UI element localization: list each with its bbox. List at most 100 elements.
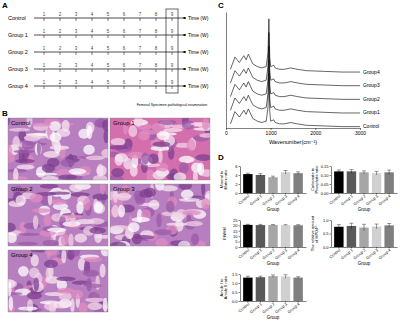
week-tick: [108, 18, 109, 21]
week-label: 2: [59, 46, 62, 51]
week-tick: [140, 35, 141, 38]
tissue-texture: [42, 164, 55, 173]
tissue-texture: [33, 278, 39, 292]
axis: [226, 13, 227, 129]
tissue-texture: [32, 208, 51, 213]
tissue-texture: [89, 227, 106, 234]
axis-title: Time (W): [188, 15, 209, 21]
bar: [256, 277, 265, 301]
histology-image: [8, 118, 108, 180]
plot-area: [243, 275, 303, 301]
axis-line: [226, 13, 227, 129]
tissue-texture: [13, 150, 34, 153]
axis-line: [240, 275, 241, 302]
error-cap: [246, 173, 250, 174]
error-stem: [273, 176, 274, 178]
tick: Group 4: [286, 193, 301, 207]
tick-label: 15: [233, 229, 238, 234]
week-label: 5: [107, 63, 110, 68]
week-tick: [60, 18, 61, 21]
row-label: Group 4: [8, 83, 28, 89]
image-frame: [8, 118, 108, 180]
bar: [281, 172, 290, 193]
tick-label: 0.15: [321, 164, 330, 169]
tissue-texture: [191, 233, 199, 245]
week-tick: [124, 35, 125, 38]
bar: [281, 225, 290, 247]
tissue-texture: [84, 257, 102, 262]
image-background: [8, 184, 108, 246]
plot-area: [230, 19, 360, 127]
error-bar: [271, 275, 275, 278]
tissue-texture: [49, 145, 69, 149]
week-label: 5: [107, 80, 110, 85]
bar: [256, 175, 265, 193]
tissue-texture: [44, 260, 58, 268]
tick-label: Group 1: [249, 193, 264, 207]
image-label: Group 2: [11, 186, 33, 192]
bar: [372, 173, 381, 193]
tissue-texture: [61, 215, 82, 219]
axis-line: [240, 221, 241, 248]
week-tick: [92, 86, 93, 89]
tissue-texture: [78, 129, 89, 139]
tissue-texture: [128, 125, 137, 137]
tissue-texture: [139, 189, 153, 198]
error-stem: [389, 224, 390, 228]
tick: Group 4: [286, 247, 301, 261]
week-label: 1: [43, 80, 46, 85]
tissue-texture: [53, 302, 70, 308]
error-bar: [258, 276, 262, 278]
week-tick: [60, 69, 61, 72]
tissue-texture: [17, 242, 38, 246]
image-label: Control: [11, 120, 30, 126]
week-label: 5: [107, 46, 110, 51]
week-label: 4: [91, 12, 94, 17]
week-label: 3: [75, 63, 78, 68]
spectrum-line: [230, 19, 360, 72]
week-tick: [44, 52, 45, 55]
spectrum-line: [230, 32, 360, 85]
tick-label: 10: [233, 234, 238, 239]
tissue-texture: [69, 168, 87, 174]
week-tick: [156, 86, 157, 89]
tick-label: 0.10: [321, 173, 330, 178]
axis-title: Carbonate toPhosphate ratio: [310, 165, 319, 194]
tick-mark: [330, 193, 332, 194]
tissue-texture: [111, 138, 126, 146]
error-stem: [247, 173, 248, 175]
axis-line: [240, 167, 241, 194]
tick-mark: [239, 292, 241, 293]
tick-mark: [239, 166, 241, 167]
series-label: Group2: [363, 96, 380, 102]
tissue-texture: [88, 302, 103, 310]
error-stem: [389, 170, 390, 174]
tissue-texture: [57, 288, 75, 294]
tissue-texture: [83, 270, 99, 277]
week-label: 6: [123, 12, 126, 17]
tissue-texture: [166, 201, 174, 213]
tick: 1000: [266, 128, 277, 136]
error-bar: [337, 170, 341, 173]
bar: [293, 225, 302, 247]
tissue-texture: [42, 176, 59, 180]
axis: 0510152025: [233, 218, 240, 250]
tick: Group 1: [249, 301, 264, 315]
week-label: 9: [171, 46, 174, 51]
tissue-texture: [78, 302, 87, 312]
bar: [281, 277, 290, 301]
tick: 0: [235, 245, 240, 250]
series-label: Group1: [363, 109, 380, 115]
tick-label: 0.5: [323, 231, 329, 236]
week-label: 5: [107, 12, 110, 17]
error-cap: [246, 276, 250, 277]
error-stem: [338, 225, 339, 229]
week-tick: [76, 35, 77, 38]
tissue-texture: [148, 154, 159, 165]
tick-label: Group 3: [365, 193, 380, 207]
tissue-texture: [86, 278, 92, 292]
error-bar: [296, 225, 300, 226]
tissue-texture: [47, 227, 66, 232]
week-tick: [76, 52, 77, 55]
bar: [293, 173, 302, 193]
